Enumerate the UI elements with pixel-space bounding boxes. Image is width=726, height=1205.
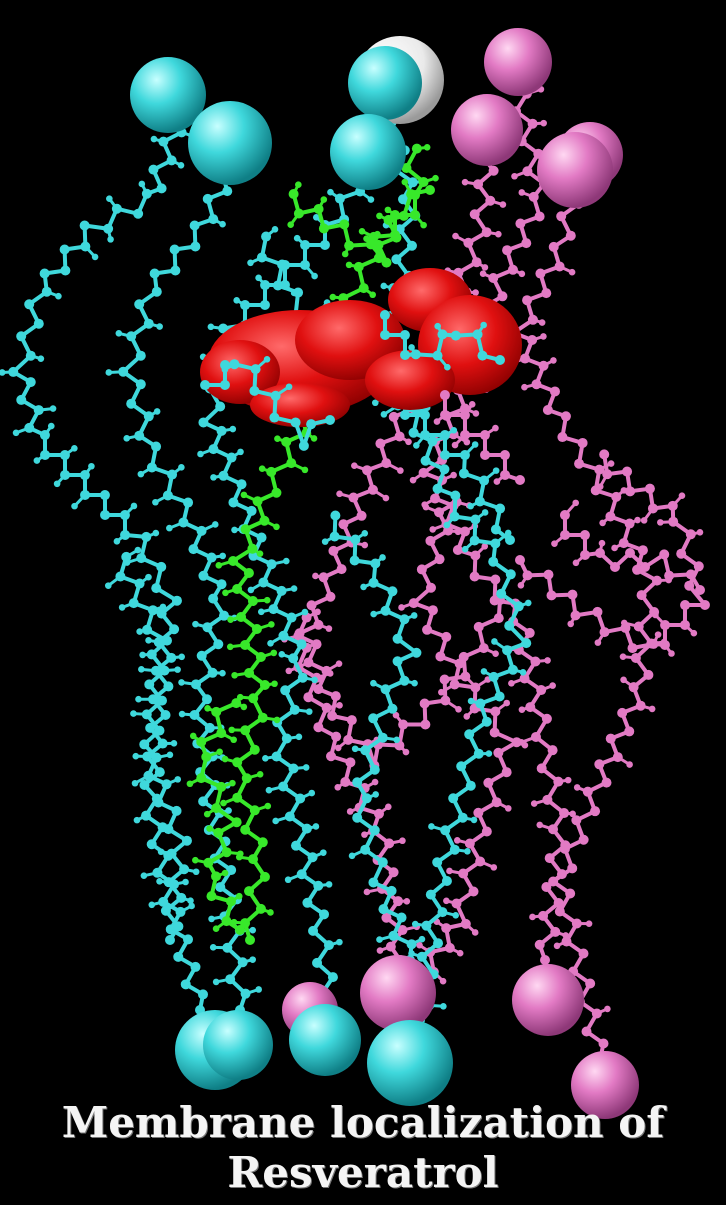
lipid-headgroups-bottom — [175, 955, 639, 1119]
caption-line-1: Membrane localization of — [61, 1098, 665, 1147]
green-cholesterol-chains — [186, 143, 439, 945]
chains-over-resveratrol — [200, 310, 525, 485]
figure-caption: Membrane localization of Resveratrol — [0, 1098, 726, 1198]
caption-line-2: Resveratrol — [227, 1148, 499, 1197]
lipid-headgroups-top — [130, 28, 623, 208]
